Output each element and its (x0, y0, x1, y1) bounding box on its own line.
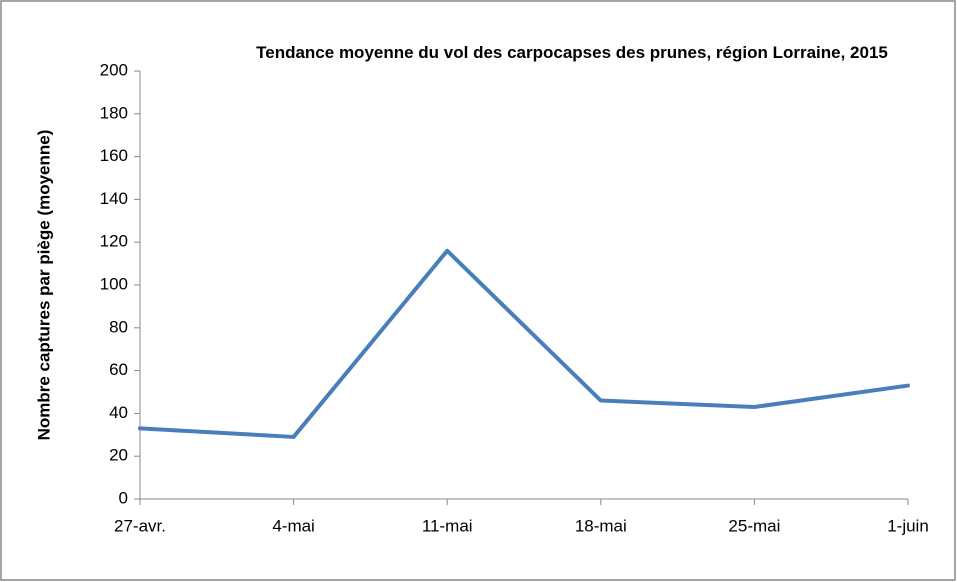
x-tick-label: 1-juin (887, 516, 929, 535)
y-tick-label: 80 (109, 317, 128, 336)
y-tick-label: 60 (109, 360, 128, 379)
y-tick-label: 100 (100, 274, 128, 293)
x-tick-label: 27-avr. (114, 516, 166, 535)
y-tick-label: 200 (100, 60, 128, 79)
y-tick-label: 20 (109, 446, 128, 465)
y-axis-label: Nombre captures par piège (moyenne) (34, 130, 53, 441)
line-series (138, 248, 910, 439)
x-tick-label: 18-mai (575, 516, 627, 535)
x-tick-label: 11-mai (422, 516, 473, 535)
y-tick-label: 140 (100, 189, 128, 208)
x-tick-label: 25-mai (728, 516, 780, 535)
y-tick-label: 40 (109, 403, 128, 422)
y-tick-label: 160 (100, 146, 128, 165)
y-tick-label: 0 (119, 488, 128, 507)
x-tick-label: 4-mai (272, 516, 315, 535)
chart-title: Tendance moyenne du vol des carpocapses … (256, 43, 888, 62)
y-tick-label: 180 (100, 103, 128, 122)
y-tick-label: 120 (100, 232, 128, 251)
